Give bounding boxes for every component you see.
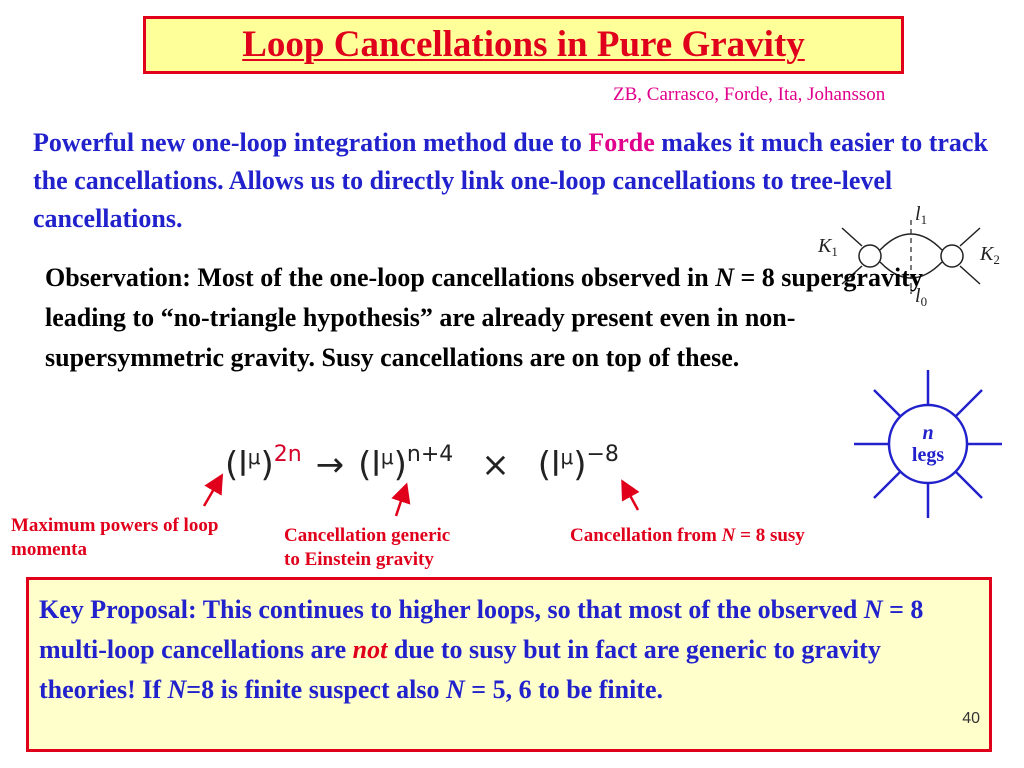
annotation-susy: Cancellation from N = 8 susy bbox=[570, 524, 805, 548]
legs-label: legs bbox=[911, 444, 945, 466]
arrow-max-powers bbox=[202, 473, 224, 507]
page-number: 40 bbox=[962, 710, 980, 727]
forde-highlight: Forde bbox=[588, 128, 655, 157]
diagram-leg bbox=[841, 265, 863, 285]
formula-paren-close: ) bbox=[260, 445, 274, 485]
diagram-leg bbox=[841, 227, 863, 247]
label-k1: K1 bbox=[817, 235, 838, 259]
formula-paren: (l bbox=[225, 445, 248, 485]
n-symbol: N bbox=[167, 675, 187, 704]
proposal-text-2: = 8 multi-loop cancellations are bbox=[39, 595, 924, 664]
proposal-text-1: Key Proposal: This continues to higher l… bbox=[39, 595, 864, 624]
label-k2: K2 bbox=[979, 243, 1000, 267]
intro-text-2: makes it much easier to track the cancel… bbox=[33, 128, 988, 233]
scaling-formula: (lμ)2n → (lμ)n+4 × (lμ)−8 bbox=[225, 442, 619, 485]
key-proposal-box: Key Proposal: This continues to higher l… bbox=[26, 577, 992, 752]
formula-paren: (l bbox=[358, 445, 381, 485]
loop-propagator-top bbox=[879, 233, 943, 251]
n-label: n bbox=[922, 422, 934, 444]
annotation-generic-line2: to Einstein gravity bbox=[284, 549, 434, 570]
tree-blob-right bbox=[940, 244, 964, 268]
not-emphasis: not bbox=[352, 635, 388, 664]
exponent-n-plus-4: n+4 bbox=[406, 442, 454, 467]
vertex-circle bbox=[887, 403, 969, 485]
annotation-max-powers: Maximum powers of loop momenta bbox=[11, 515, 219, 560]
formula-paren-close: ) bbox=[393, 445, 407, 485]
formula-mu: μ bbox=[560, 445, 574, 469]
formula-mu: μ bbox=[247, 445, 261, 469]
proposal-text-5: = 5, 6 to be finite. bbox=[464, 675, 663, 704]
exponent-2n: 2n bbox=[273, 442, 302, 467]
n-symbol: N bbox=[715, 263, 734, 292]
annotation-susy-text: Cancellation from bbox=[570, 525, 722, 546]
annotation-susy-text-2: = 8 susy bbox=[735, 525, 805, 546]
n-symbol: N bbox=[863, 595, 883, 624]
exponent-minus-8: −8 bbox=[586, 442, 619, 467]
proposal-text-4: =8 is finite suspect also bbox=[186, 675, 446, 704]
observation-paragraph: Observation: Most of the one-loop cancel… bbox=[45, 258, 945, 378]
arrow-susy bbox=[621, 479, 640, 511]
formula-paren-close: ) bbox=[573, 445, 587, 485]
observation-text-1: Observation: Most of the one-loop cancel… bbox=[45, 263, 716, 292]
formula-paren: (l bbox=[537, 445, 561, 485]
diagram-leg bbox=[959, 265, 981, 285]
observation-text-2: = 8 supergravity leading to “no-triangle… bbox=[45, 263, 923, 372]
n-symbol: N bbox=[721, 525, 736, 546]
n-legs-label: n legs bbox=[889, 422, 967, 466]
arrow-generic bbox=[391, 482, 411, 517]
n-legs-vertex bbox=[854, 370, 1002, 518]
annotation-arrows bbox=[202, 473, 640, 517]
formula-arrow: → bbox=[315, 445, 345, 485]
proposal-text-3: due to susy but in fact are generic to g… bbox=[39, 635, 881, 704]
n-symbol: N bbox=[445, 675, 465, 704]
annotation-generic: Cancellation generic to Einstein gravity bbox=[284, 524, 534, 572]
slide-title: Loop Cancellations in Pure Gravity bbox=[242, 24, 805, 65]
intro-text-1: Powerful new one-loop integration method… bbox=[33, 128, 589, 157]
authors-credit: ZB, Carrasco, Forde, Ita, Johansson bbox=[613, 84, 886, 105]
formula-mu: μ bbox=[380, 445, 394, 469]
intro-paragraph: Powerful new one-loop integration method… bbox=[33, 124, 1008, 238]
title-box: Loop Cancellations in Pure Gravity bbox=[143, 16, 904, 74]
formula-times: × bbox=[481, 445, 510, 485]
tree-blob-left bbox=[858, 244, 882, 268]
label-l1: l1 bbox=[915, 203, 927, 227]
annotation-generic-line1: Cancellation generic bbox=[284, 525, 451, 546]
diagram-leg bbox=[959, 227, 981, 247]
one-loop-diagram: l1 l0 K1 K2 bbox=[817, 203, 1000, 309]
